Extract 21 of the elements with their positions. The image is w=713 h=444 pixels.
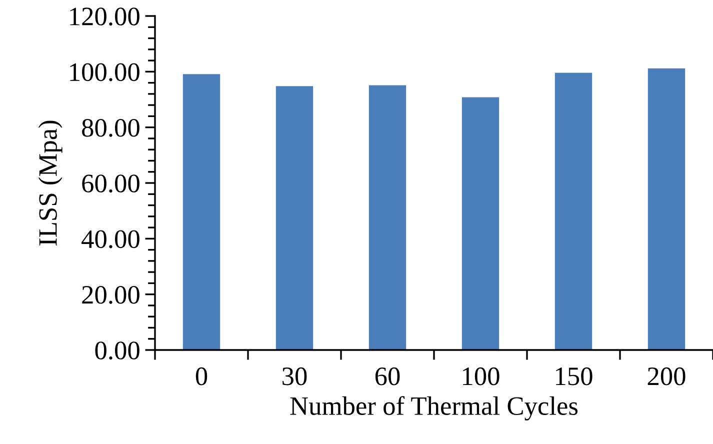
bar bbox=[648, 68, 686, 350]
x-tick-label: 100 bbox=[463, 367, 500, 386]
x-axis-title: Number of Thermal Cycles bbox=[290, 396, 578, 420]
bar bbox=[368, 85, 406, 350]
y-tick-label: 0.00 bbox=[95, 342, 140, 360]
x-tick-label: 30 bbox=[282, 367, 307, 386]
y-axis-title: ILSS (Mpa) bbox=[38, 120, 62, 246]
x-tick-label: 60 bbox=[375, 367, 400, 386]
bar bbox=[554, 72, 592, 350]
y-tick-label: 120.00 bbox=[70, 8, 140, 26]
y-tick-label: 80.00 bbox=[82, 118, 140, 137]
bar bbox=[182, 74, 220, 350]
bar bbox=[462, 97, 500, 350]
y-tick-label: 20.00 bbox=[82, 286, 140, 304]
x-tick-label: 200 bbox=[648, 367, 686, 386]
x-tick-label: 0 bbox=[196, 367, 208, 386]
bar bbox=[276, 86, 314, 350]
y-tick-label: 100.00 bbox=[70, 63, 140, 82]
x-tick-label: 150 bbox=[556, 367, 592, 386]
y-tick-label: 40.00 bbox=[82, 230, 140, 248]
y-tick-label: 60.00 bbox=[82, 174, 140, 193]
